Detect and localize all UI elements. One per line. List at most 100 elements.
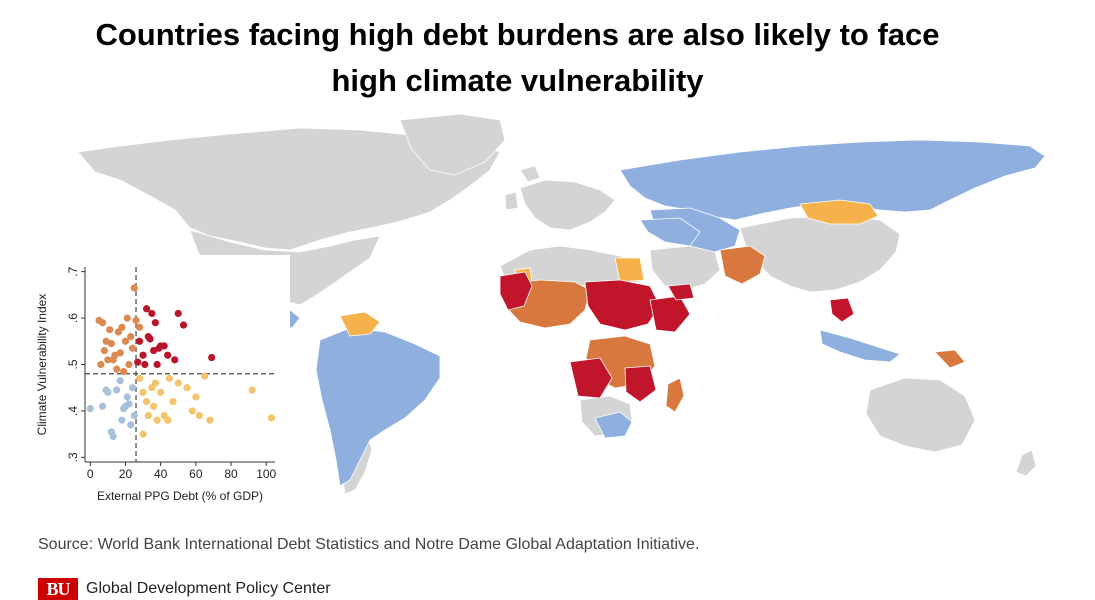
data-point-orange: [97, 360, 105, 369]
data-point-orange: [125, 360, 133, 369]
map-australia: [865, 377, 976, 453]
data-point-red: [153, 360, 161, 369]
map-layer-yellow: [339, 199, 879, 337]
data-point-orange: [109, 356, 117, 364]
data-point-red: [148, 309, 156, 318]
map-china-asia: [739, 215, 901, 293]
data-point-yellow: [195, 411, 203, 420]
map-greenland: [399, 113, 506, 176]
x-tick-label: 40: [154, 467, 168, 481]
data-point-red: [171, 356, 179, 364]
point-group: [86, 284, 276, 441]
data-point-orange: [121, 337, 130, 345]
y-tick-label: .3: [66, 452, 80, 462]
data-point-yellow: [165, 374, 174, 383]
map-layer-red: [499, 271, 855, 403]
data-point-red: [164, 351, 172, 359]
data-point-blue: [127, 421, 135, 429]
map-layer-orange: [504, 245, 966, 413]
data-point-yellow: [201, 372, 209, 380]
data-point-yellow: [151, 379, 159, 387]
data-point-blue: [130, 411, 138, 420]
map-new-zealand: [1015, 449, 1037, 477]
data-point-yellow: [139, 388, 147, 396]
map-central-africa-red: [569, 357, 613, 399]
map-madagascar: [665, 377, 685, 413]
data-point-yellow: [188, 407, 196, 415]
map-canada-alaska: [77, 127, 501, 251]
data-point-blue: [125, 400, 133, 408]
data-point-yellow: [169, 398, 177, 406]
data-point-orange: [127, 333, 135, 341]
map-middle-east: [649, 245, 721, 291]
data-point-yellow: [139, 430, 147, 438]
data-point-blue: [120, 405, 128, 413]
map-southeast-asia: [819, 329, 901, 363]
data-point-yellow: [174, 379, 182, 387]
data-point-orange: [120, 367, 128, 376]
data-point-blue: [123, 393, 131, 401]
data-point-red: [155, 344, 163, 352]
data-point-orange: [118, 323, 126, 331]
data-point-yellow: [142, 398, 151, 406]
map-south-america: [315, 327, 441, 487]
x-tick-label: 60: [189, 467, 203, 481]
data-point-red: [135, 337, 144, 345]
data-point-yellow: [183, 384, 191, 392]
data-point-yellow: [144, 411, 152, 420]
data-point-red: [174, 309, 182, 318]
data-point-blue: [118, 416, 126, 424]
map-south-asia: [719, 245, 766, 285]
data-point-yellow: [164, 416, 172, 424]
data-point-red: [142, 305, 151, 313]
data-point-orange: [123, 314, 131, 322]
data-point-yellow: [248, 386, 256, 394]
map-layer-grey: [77, 113, 1037, 495]
data-point-yellow: [150, 402, 158, 410]
data-point-blue: [113, 386, 121, 394]
y-axis-label: Climate Vulnerability Index: [35, 294, 49, 436]
data-point-yellow: [153, 416, 161, 424]
data-point-yellow: [192, 393, 200, 401]
x-tick-label: 0: [87, 467, 94, 481]
map-chad-sudan: [584, 279, 661, 331]
map-laos-cambodia: [829, 297, 855, 323]
data-point-orange: [113, 365, 121, 373]
data-point-orange: [128, 344, 137, 352]
data-point-red: [144, 333, 152, 341]
map-png: [934, 349, 966, 369]
x-axis-label: External PPG Debt (% of GDP): [97, 489, 263, 503]
map-turkey-iran: [639, 217, 701, 247]
data-point-yellow: [135, 374, 144, 383]
scatter-plot: 0 20 40 60 80 100 .3 .4 .5 .6 .7 External PPG Debt…: [35, 266, 277, 503]
data-point-orange: [135, 323, 144, 331]
source-note: Source: World Bank International Debt St…: [38, 536, 700, 553]
bu-logo: BU: [38, 578, 78, 600]
data-point-red: [134, 358, 142, 366]
data-point-red: [151, 319, 159, 327]
data-point-red: [141, 360, 149, 369]
x-tick-label: 100: [256, 467, 276, 481]
title-line-1: Countries facing high debt burdens are a…: [95, 17, 940, 52]
data-point-orange: [116, 349, 124, 357]
data-point-orange: [132, 316, 140, 324]
y-tick-label: .4: [66, 406, 80, 416]
data-point-blue: [128, 384, 137, 392]
data-point-orange: [100, 346, 108, 355]
map-yemen: [667, 283, 695, 301]
map-east-africa-red: [624, 365, 657, 403]
y-tick-label: .7: [66, 266, 80, 276]
x-tick-label: 80: [224, 467, 238, 481]
chart-title: Countries facing high debt burdens are a…: [0, 12, 1035, 104]
x-tick-label: 20: [119, 467, 133, 481]
data-point-blue: [116, 377, 124, 385]
footer: BU Global Development Policy Center: [38, 578, 331, 600]
data-point-orange: [98, 319, 107, 327]
map-southern-africa: [594, 411, 633, 439]
y-tick-label: .5: [66, 359, 80, 369]
data-point-yellow: [267, 414, 276, 422]
data-point-red: [179, 321, 188, 329]
data-point-orange: [102, 337, 110, 345]
map-mongolia: [799, 199, 879, 225]
data-point-blue: [109, 432, 117, 441]
